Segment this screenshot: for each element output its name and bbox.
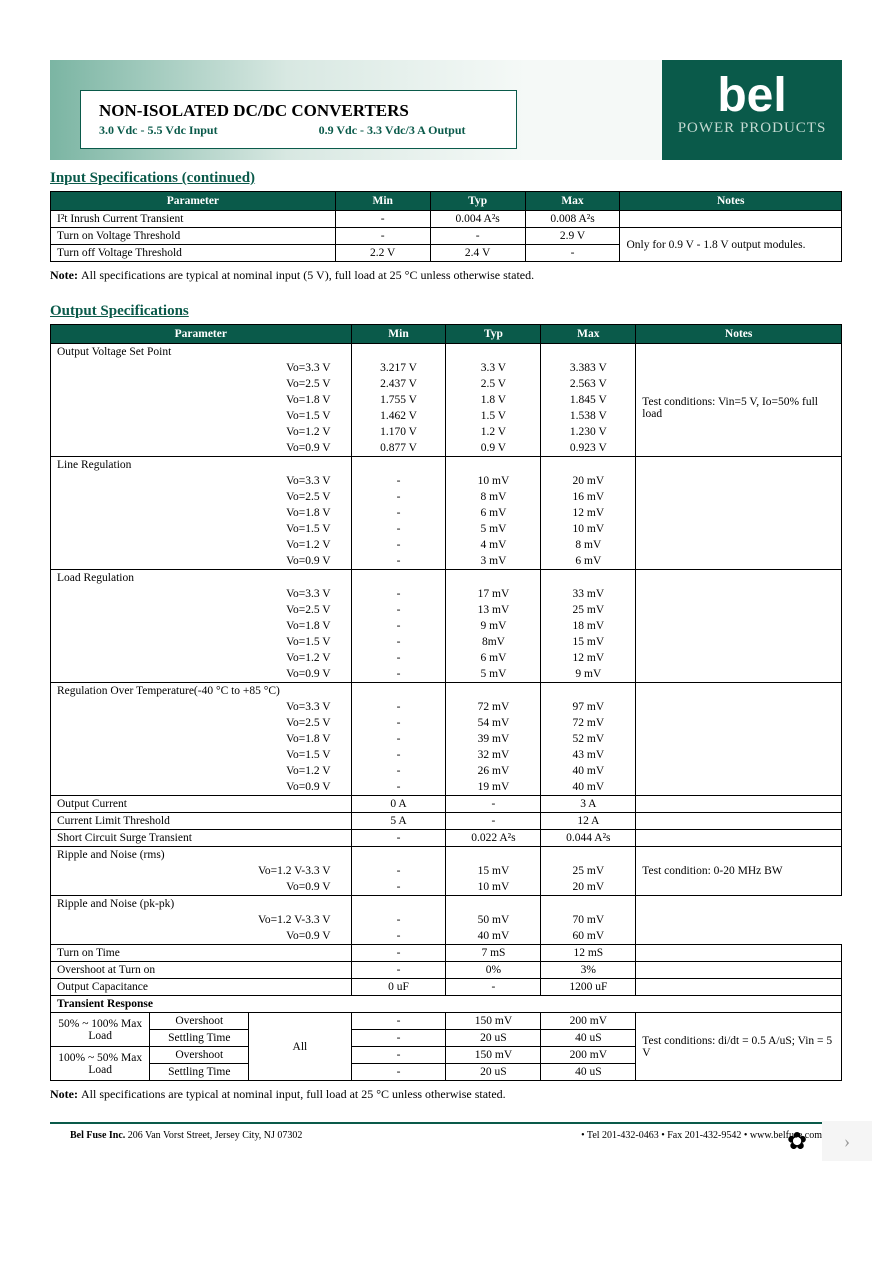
table-row: Turn on Voltage Threshold - - 2.9 V Only…: [51, 228, 842, 245]
input-note: Note: All specifications are typical at …: [50, 268, 842, 283]
input-spec-table: Parameter Min Typ Max Notes I²t Inrush C…: [50, 191, 842, 262]
title-box: NON-ISOLATED DC/DC CONVERTERS 3.0 Vdc - …: [80, 90, 517, 149]
col-max: Max: [541, 325, 636, 344]
col-notes: Notes: [620, 192, 842, 211]
header-band: NON-ISOLATED DC/DC CONVERTERS 3.0 Vdc - …: [50, 60, 842, 160]
logo-text: bel: [662, 60, 842, 120]
table-row: Short Circuit Surge Transient - 0.022 A²…: [51, 830, 842, 847]
table-row: 50% ~ 100% Max Load Overshoot All Settli…: [51, 1013, 842, 1081]
table-row: Transient Response: [51, 996, 842, 1013]
table-row: Vo=3.3 V3.217 V3.3 V3.383 VTest conditio…: [51, 360, 842, 376]
output-note: Note: All specifications are typical at …: [50, 1087, 842, 1102]
chevron-right-icon[interactable]: ›: [822, 1121, 872, 1161]
main-title: NON-ISOLATED DC/DC CONVERTERS: [99, 101, 466, 121]
table-row: Vo=3.3 V-10 mV20 mV: [51, 473, 842, 489]
table-row: Turn on Time - 7 mS 12 mS: [51, 945, 842, 962]
flower-icon: ✿: [777, 1121, 817, 1161]
col-typ: Typ: [430, 192, 525, 211]
col-max: Max: [525, 192, 620, 211]
table-row: Line Regulation: [51, 457, 842, 474]
table-row: I²t Inrush Current Transient - 0.004 A²s…: [51, 211, 842, 228]
table-row: Output Current 0 A - 3 A: [51, 796, 842, 813]
table-row: Vo=3.3 V-17 mV33 mV: [51, 586, 842, 602]
table-row: Vo=3.3 V-72 mV97 mV: [51, 699, 842, 715]
col-parameter: Parameter: [51, 192, 336, 211]
footer-divider: [50, 1122, 842, 1124]
footer-left: Bel Fuse Inc. Bel Fuse Inc. 206 Van Vors…: [70, 1130, 302, 1141]
table-row: Load Regulation: [51, 570, 842, 587]
transient-sub-table: 50% ~ 100% Max Load Overshoot All Settli…: [51, 1013, 351, 1080]
table-row: Current Limit Threshold 5 A - 12 A: [51, 813, 842, 830]
bel-logo: bel POWER PRODUCTS: [662, 60, 842, 160]
table-row: Overshoot at Turn on - 0% 3%: [51, 962, 842, 979]
col-notes: Notes: [636, 325, 842, 344]
col-min: Min: [351, 325, 446, 344]
col-typ: Typ: [446, 325, 541, 344]
table-row: Regulation Over Temperature(-40 °C to +8…: [51, 683, 842, 700]
output-spec-table: Parameter Min Typ Max Notes Output Volta…: [50, 324, 842, 1081]
table-row: Output Capacitance 0 uF - 1200 uF: [51, 979, 842, 996]
input-spec-title: Input Specifications (continued): [50, 170, 842, 187]
logo-sub: POWER PRODUCTS: [662, 120, 842, 137]
col-min: Min: [335, 192, 430, 211]
col-parameter: Parameter: [51, 325, 352, 344]
footer: Bel Fuse Inc. Bel Fuse Inc. 206 Van Vors…: [50, 1130, 842, 1141]
table-row: Output Voltage Set Point: [51, 344, 842, 361]
subtitle: 3.0 Vdc - 5.5 Vdc Input 0.9 Vdc - 3.3 Vd…: [99, 123, 466, 138]
output-spec-title: Output Specifications: [50, 303, 842, 320]
